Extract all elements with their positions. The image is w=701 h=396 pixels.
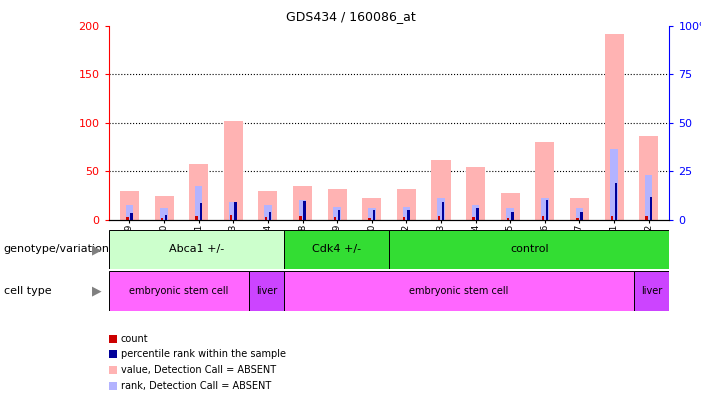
Text: GDS434 / 160086_at: GDS434 / 160086_at (285, 10, 416, 23)
Bar (200, 203, 202, 220)
Bar (545, 200, 548, 220)
Bar (109, 271, 249, 311)
Bar (229, 202, 237, 220)
Bar (536, 142, 554, 220)
Bar (501, 192, 519, 220)
Bar (249, 271, 284, 311)
Text: ▶: ▶ (92, 285, 102, 297)
Bar (196, 216, 198, 220)
Bar (634, 271, 669, 311)
Bar (576, 218, 578, 220)
Bar (507, 218, 510, 220)
Bar (407, 210, 409, 220)
Bar (472, 205, 479, 220)
Text: cell type: cell type (4, 286, 51, 296)
Bar (373, 210, 375, 220)
Bar (604, 34, 624, 220)
Bar (327, 189, 347, 220)
Bar (264, 217, 267, 220)
Bar (161, 208, 168, 220)
Bar (615, 183, 618, 220)
Bar (161, 218, 163, 220)
Text: value, Detection Call = ABSENT: value, Detection Call = ABSENT (121, 365, 275, 375)
Bar (299, 216, 301, 220)
Text: control: control (510, 244, 549, 255)
Bar (472, 217, 475, 220)
Bar (154, 196, 174, 220)
Bar (477, 208, 479, 220)
Bar (639, 136, 658, 220)
Bar (611, 149, 618, 220)
Bar (299, 200, 306, 220)
Bar (109, 230, 284, 269)
Bar (580, 212, 583, 220)
Bar (403, 217, 405, 220)
Bar (368, 208, 376, 220)
Text: liver: liver (256, 286, 277, 296)
Bar (389, 230, 669, 269)
Bar (125, 205, 133, 220)
Bar (333, 207, 341, 220)
Bar (234, 202, 236, 220)
Bar (264, 205, 272, 220)
Bar (284, 271, 634, 311)
Bar (466, 168, 485, 220)
Bar (189, 164, 208, 220)
Bar (120, 190, 139, 220)
Bar (224, 121, 243, 220)
Bar (304, 201, 306, 220)
Bar (397, 189, 416, 220)
Text: rank, Detection Call = ABSENT: rank, Detection Call = ABSENT (121, 381, 271, 391)
Bar (442, 202, 444, 220)
Bar (126, 217, 128, 220)
Bar (437, 216, 440, 220)
Bar (576, 208, 583, 220)
Bar (230, 215, 233, 220)
Bar (511, 212, 514, 220)
Bar (130, 213, 132, 220)
Text: genotype/variation: genotype/variation (4, 244, 109, 255)
Bar (259, 190, 278, 220)
Bar (570, 198, 589, 220)
Bar (369, 218, 371, 220)
Bar (431, 160, 451, 220)
Bar (506, 208, 514, 220)
Text: percentile rank within the sample: percentile rank within the sample (121, 349, 285, 360)
Bar (165, 215, 168, 220)
Bar (541, 198, 549, 220)
Text: embryonic stem cell: embryonic stem cell (409, 286, 509, 296)
Text: Cdk4 +/-: Cdk4 +/- (312, 244, 361, 255)
Bar (646, 216, 648, 220)
Text: embryonic stem cell: embryonic stem cell (129, 286, 229, 296)
Bar (437, 198, 445, 220)
Bar (402, 207, 410, 220)
Text: ▶: ▶ (92, 243, 102, 256)
Bar (195, 186, 203, 220)
Bar (268, 212, 271, 220)
Bar (334, 217, 336, 220)
Bar (650, 198, 652, 220)
Text: Abca1 +/-: Abca1 +/- (169, 244, 224, 255)
Bar (293, 186, 312, 220)
Bar (611, 216, 613, 220)
Text: liver: liver (641, 286, 662, 296)
Bar (542, 216, 544, 220)
Bar (645, 175, 653, 220)
Bar (284, 230, 389, 269)
Text: count: count (121, 333, 148, 344)
Bar (338, 210, 341, 220)
Bar (362, 198, 381, 220)
